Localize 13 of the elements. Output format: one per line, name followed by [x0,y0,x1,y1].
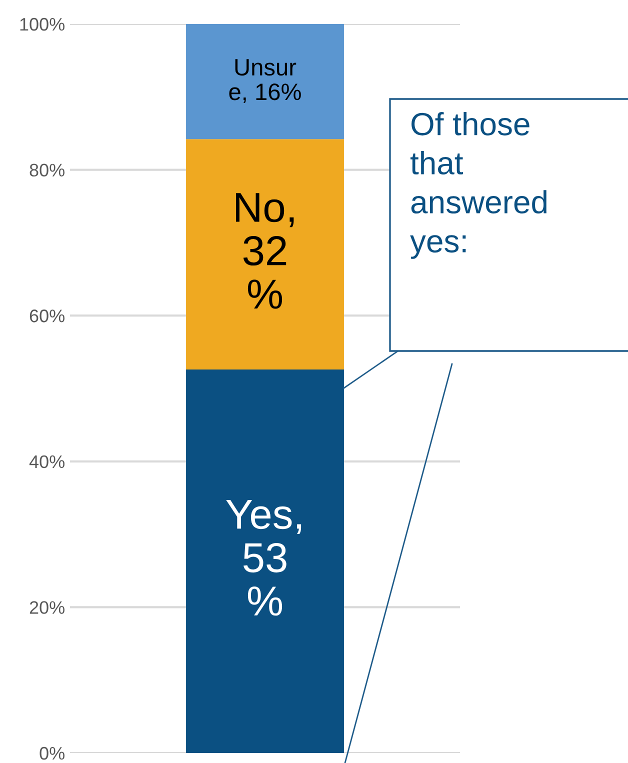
y-tick-label: 20% [30,601,64,614]
bar [186,370,344,753]
y-tick-label: 0% [40,746,64,760]
y-tick-label: 100% [20,18,64,31]
bar [186,24,344,140]
bar [186,139,344,370]
y-tick-label: 60% [30,310,64,322]
y-tick-label: 40% [29,455,64,468]
annotation: Of those that answered yes: [410,112,546,259]
data-label: No, 32 % [236,193,294,309]
data-label: Yes, 53 % [226,500,302,616]
data-label: Unsur e, 16% [229,59,301,104]
y-tick-label: 80% [30,164,64,177]
